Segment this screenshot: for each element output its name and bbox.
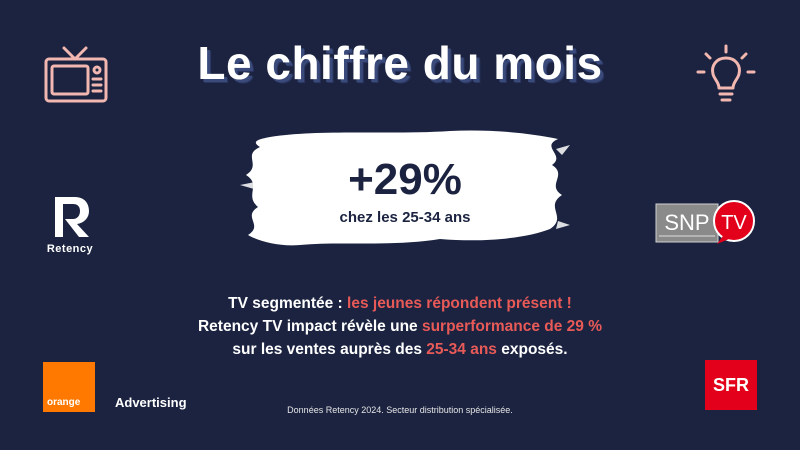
retency-logo-text: Retency <box>46 243 94 255</box>
orange-logo-text: orange <box>47 397 81 408</box>
snptv-logo: SNP TV <box>655 200 755 244</box>
lightbulb-icon <box>696 44 756 102</box>
sfr-logo: SFR <box>705 360 757 410</box>
brush-stroke <box>240 130 570 246</box>
highlight-value: +29% <box>348 155 462 204</box>
snp-text: SNP <box>664 210 709 235</box>
advertising-label: Advertising <box>115 395 187 410</box>
body-text: TV segmentée : les jeunes répondent prés… <box>60 292 740 361</box>
page-title: Le chiffre du mois <box>197 37 603 89</box>
retency-logo <box>55 197 89 237</box>
body-line-1: TV segmentée : les jeunes répondent prés… <box>228 295 572 312</box>
tv-text: TV <box>721 212 747 234</box>
body-line-3: sur les ventes auprès des 25-34 ans expo… <box>232 341 568 358</box>
tv-icon <box>44 46 108 103</box>
body-line-2: Retency TV impact révèle une surperforma… <box>197 318 603 335</box>
highlight-subtitle: chez les 25-34 ans <box>339 209 471 226</box>
orange-logo: orange <box>43 362 95 412</box>
sfr-logo-text: SFR <box>713 375 749 395</box>
footnote: Données Retency 2024. Secteur distributi… <box>287 405 513 415</box>
